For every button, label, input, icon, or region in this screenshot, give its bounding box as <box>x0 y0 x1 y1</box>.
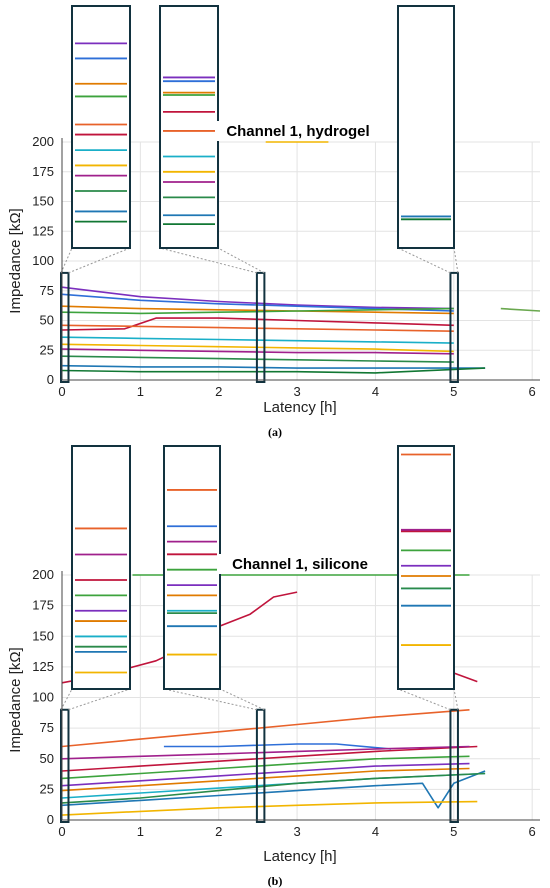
zoom-window <box>60 708 70 823</box>
chart-panel-silicone: 0 25 50 75 100 125 150 175 200 0 1 2 3 4 5 6 Channel 1,… <box>7 445 540 888</box>
y-tick-label: 50 <box>40 313 54 328</box>
series-line <box>61 770 486 809</box>
title-background <box>216 121 380 141</box>
x-axis-label: Latency [h] <box>263 848 336 865</box>
x-tick-label: 4 <box>372 384 379 399</box>
chart-panel-hydrogel: 0 25 50 75 100 125 150 175 200 0 1 2 3 4 5 6 Channel 1,… <box>7 5 541 439</box>
zoom-window <box>449 271 459 383</box>
zoom-insets <box>60 445 459 823</box>
y-tick-label: 100 <box>32 253 54 268</box>
y-tick-label: 200 <box>32 567 54 582</box>
zoom-window <box>449 708 459 823</box>
zoom-connector <box>217 247 265 274</box>
y-tick-label: 125 <box>32 223 54 238</box>
y-axis-label: Impedance [kΩ] <box>7 208 24 313</box>
y-tick-label: 175 <box>32 164 54 179</box>
series-line <box>61 364 486 369</box>
y-tick-label: 25 <box>40 342 54 357</box>
zoom-connector <box>68 688 131 711</box>
x-tick-label: 3 <box>293 384 300 399</box>
series-line <box>500 307 541 312</box>
y-tick-label: 75 <box>40 283 54 298</box>
zoom-inset-box <box>397 445 455 690</box>
panel-label: (a) <box>268 425 282 439</box>
y-tick-label: 50 <box>40 751 54 766</box>
y-tick-label: 100 <box>32 690 54 705</box>
zoom-connector <box>453 247 459 273</box>
x-tick-label: 5 <box>450 384 457 399</box>
series-line <box>61 745 470 760</box>
title-background <box>218 554 382 574</box>
zoom-inset-box <box>71 445 131 690</box>
axes: 0 25 50 75 100 125 150 175 200 0 1 2 3 4 5 6 <box>32 134 540 399</box>
panel-label: (b) <box>268 874 283 888</box>
zoom-connector <box>163 688 258 711</box>
series-line <box>61 800 478 816</box>
y-tick-label: 150 <box>32 628 54 643</box>
x-tick-label: 6 <box>529 384 536 399</box>
y-axis-label: Impedance [kΩ] <box>7 647 24 752</box>
zoom-connector <box>219 688 265 711</box>
series-line <box>163 743 392 750</box>
x-tick-label: 3 <box>293 824 300 839</box>
zoom-window <box>255 708 266 823</box>
grid <box>61 141 540 381</box>
x-tick-label: 6 <box>529 824 536 839</box>
zoom-window <box>60 271 70 383</box>
axes: 0 25 50 75 100 125 150 175 200 0 1 2 3 4 5 6 <box>32 567 540 839</box>
x-tick-label: 1 <box>137 384 144 399</box>
x-tick-label: 1 <box>137 824 144 839</box>
x-tick-label: 4 <box>372 824 379 839</box>
zoom-connector <box>60 688 73 710</box>
y-tick-label: 75 <box>40 720 54 735</box>
x-tick-label: 2 <box>215 824 222 839</box>
x-tick-label: 5 <box>450 824 457 839</box>
y-tick-label: 175 <box>32 598 54 613</box>
y-tick-label: 25 <box>40 781 54 796</box>
zoom-inset-box <box>397 5 455 249</box>
x-tick-label: 0 <box>58 384 65 399</box>
series-line <box>61 317 454 331</box>
zoom-connector <box>397 688 451 711</box>
series-group <box>61 141 541 374</box>
zoom-inset-box <box>71 5 131 249</box>
zoom-connector <box>60 247 73 274</box>
series-line <box>61 767 470 792</box>
zoom-connector <box>159 247 258 274</box>
zoom-connector <box>68 247 131 274</box>
y-tick-label: 0 <box>47 372 54 387</box>
series-line <box>453 672 478 683</box>
zoom-inset-box <box>163 445 221 690</box>
zoom-window <box>255 271 266 383</box>
x-tick-label: 0 <box>58 824 65 839</box>
x-axis-label: Latency [h] <box>263 399 336 416</box>
y-tick-label: 200 <box>32 134 54 149</box>
chart-title: Channel 1, silicone <box>232 556 368 573</box>
zoom-insets <box>60 5 459 383</box>
y-tick-label: 150 <box>32 194 54 209</box>
zoom-connector <box>453 688 459 710</box>
chart-title: Channel 1, hydrogel <box>226 123 369 140</box>
y-tick-label: 125 <box>32 659 54 674</box>
zoom-inset-box <box>159 5 219 249</box>
zoom-connector <box>397 247 451 274</box>
y-tick-label: 0 <box>47 812 54 827</box>
x-tick-label: 2 <box>215 384 222 399</box>
